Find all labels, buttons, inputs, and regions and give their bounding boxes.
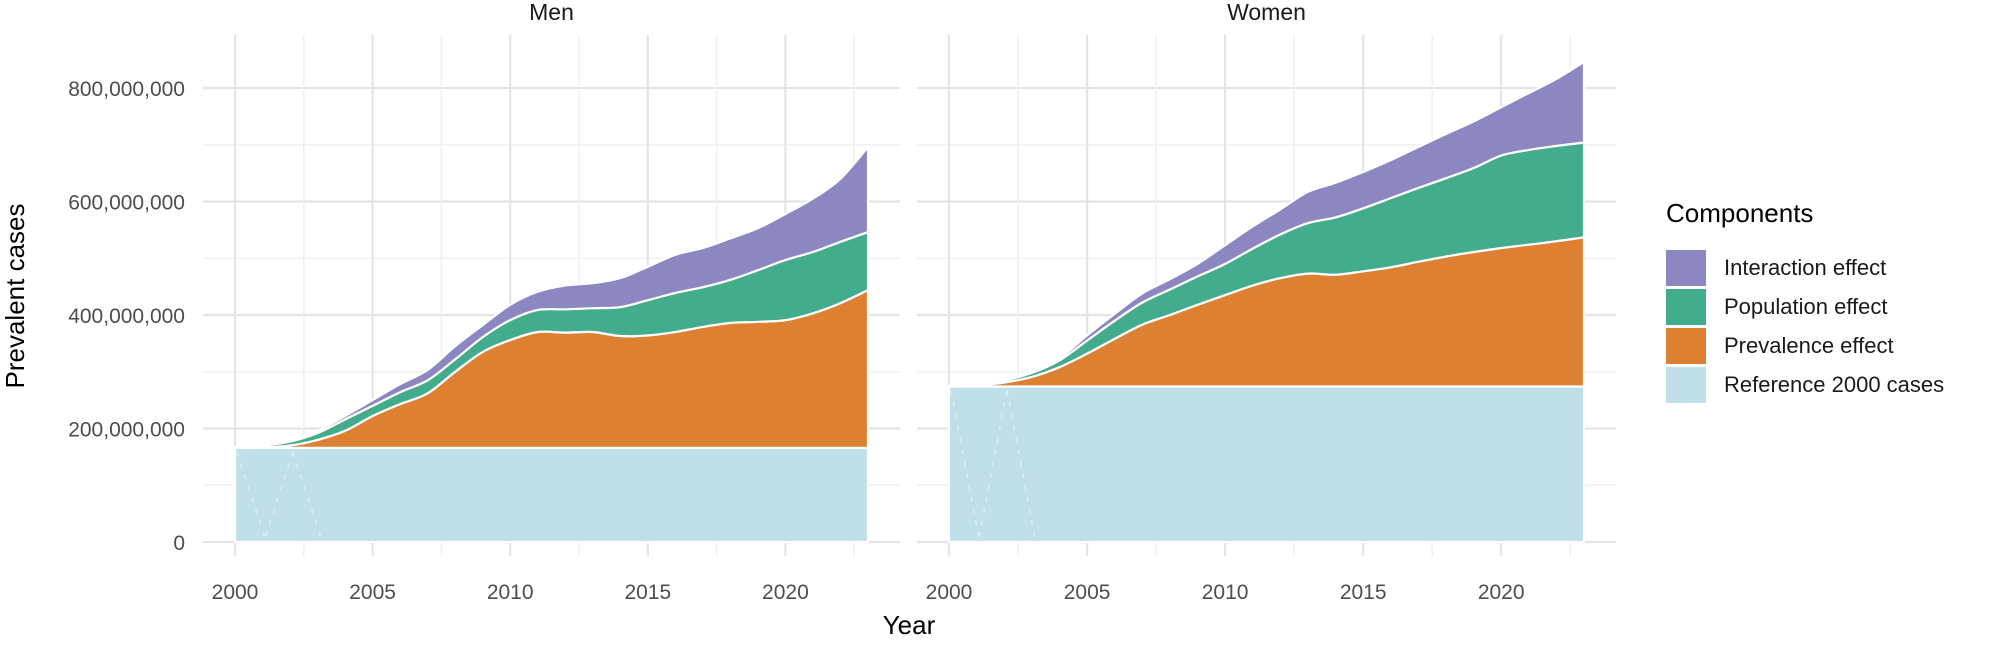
facet-title-men: Men	[529, 0, 574, 25]
dashed-artifact-line	[1006, 390, 1036, 539]
legend-label: Prevalence effect	[1724, 333, 1894, 358]
legend-label: Population effect	[1724, 294, 1888, 319]
legend-key-interaction-effect	[1666, 250, 1706, 286]
area-interaction-effect	[233, 145, 870, 449]
area-interaction-effect	[947, 60, 1586, 387]
dashed-artifact-line	[264, 451, 294, 539]
x-tick-label: 2000	[926, 581, 973, 604]
y-axis-title: Prevalent cases	[0, 204, 30, 389]
x-tick-label: 2015	[1340, 581, 1387, 604]
legend-key-prevalence-effect	[1666, 328, 1706, 364]
y-tick-label: 0	[173, 532, 185, 555]
x-tick-label: 2010	[487, 581, 534, 604]
x-tick-label: 2015	[624, 581, 671, 604]
areas-men	[233, 145, 870, 544]
area-reference-2000-cases	[947, 385, 1586, 544]
area-reference-2000-cases	[233, 446, 870, 544]
dashed-artifact-line	[236, 451, 266, 539]
x-tick-label: 2020	[1478, 581, 1525, 604]
y-tick-label: 600,000,000	[68, 192, 185, 215]
x-tick-label: 2005	[349, 581, 396, 604]
dashed-artifact-line	[950, 390, 980, 539]
facet-title-women: Women	[1227, 0, 1306, 25]
reference-band-dashed-artifact	[236, 451, 322, 539]
x-tick-label: 2000	[212, 581, 259, 604]
y-tick-label: 200,000,000	[68, 419, 185, 442]
areas-women	[947, 60, 1586, 544]
legend-label: Interaction effect	[1724, 255, 1886, 280]
y-tick-label: 800,000,000	[68, 78, 185, 101]
legend-key-population-effect	[1666, 289, 1706, 325]
y-tick-label: 400,000,000	[68, 305, 185, 328]
legend-title: Components	[1666, 198, 1813, 228]
x-tick-label: 2020	[762, 581, 809, 604]
reference-band-dashed-artifact	[950, 390, 1036, 539]
dashed-artifact-line	[292, 451, 322, 539]
legend: Components Interaction effect Population e…	[1666, 198, 1944, 403]
x-tick-label: 2010	[1202, 581, 1249, 604]
x-axis-title: Year	[883, 610, 936, 640]
dashed-artifact-line	[978, 390, 1008, 539]
legend-key-reference-2000-cases	[1666, 367, 1706, 403]
legend-label: Reference 2000 cases	[1724, 372, 1944, 397]
x-tick-label: 2005	[1064, 581, 1111, 604]
